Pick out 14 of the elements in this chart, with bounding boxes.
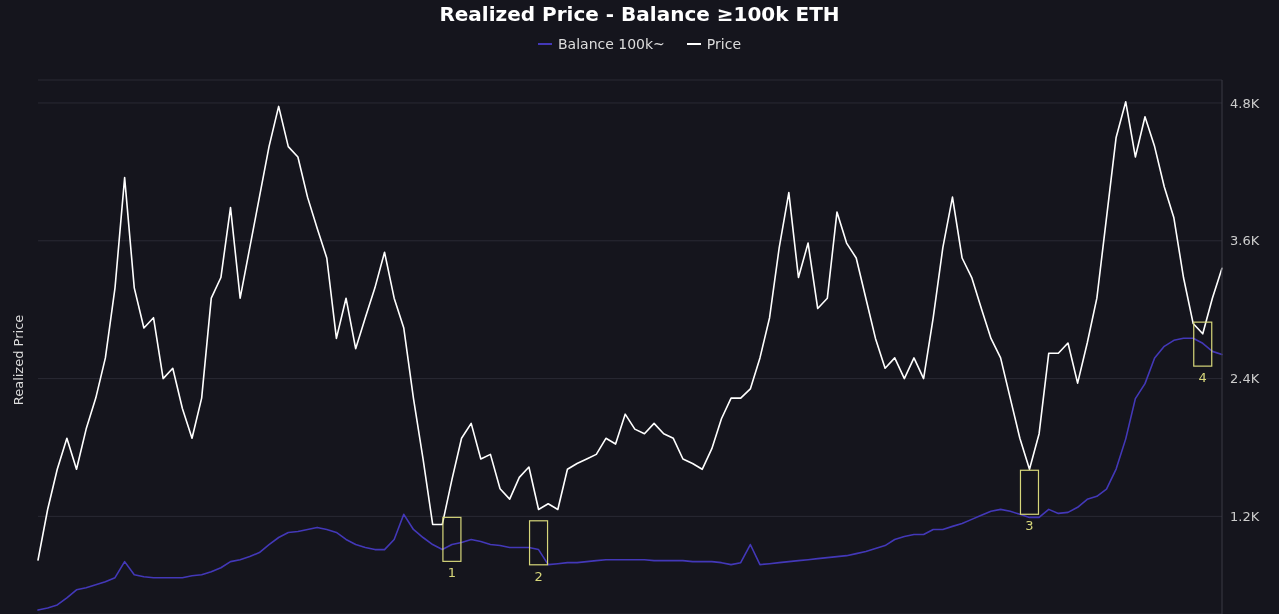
chart-title: Realized Price - Balance ≥100k ETH [438, 2, 841, 26]
y-tick-label: 1.2K [1230, 509, 1260, 524]
annotation: 1 [447, 565, 457, 581]
y-tick-label: 3.6K [1230, 233, 1260, 249]
line-series [37, 101, 1223, 561]
y-tick-label: 4.8K [1230, 95, 1260, 111]
annotation: 3 [1025, 518, 1034, 534]
legend-label: Price [706, 36, 741, 52]
legend-label: Balance 100k~ [557, 36, 665, 52]
annotation: 2 [534, 568, 543, 584]
y-axis-title: Realized Price [10, 314, 26, 406]
annotation: 4 [1198, 370, 1207, 386]
line-series [37, 337, 1223, 611]
y-tick-label: 2.4K [1230, 371, 1260, 387]
